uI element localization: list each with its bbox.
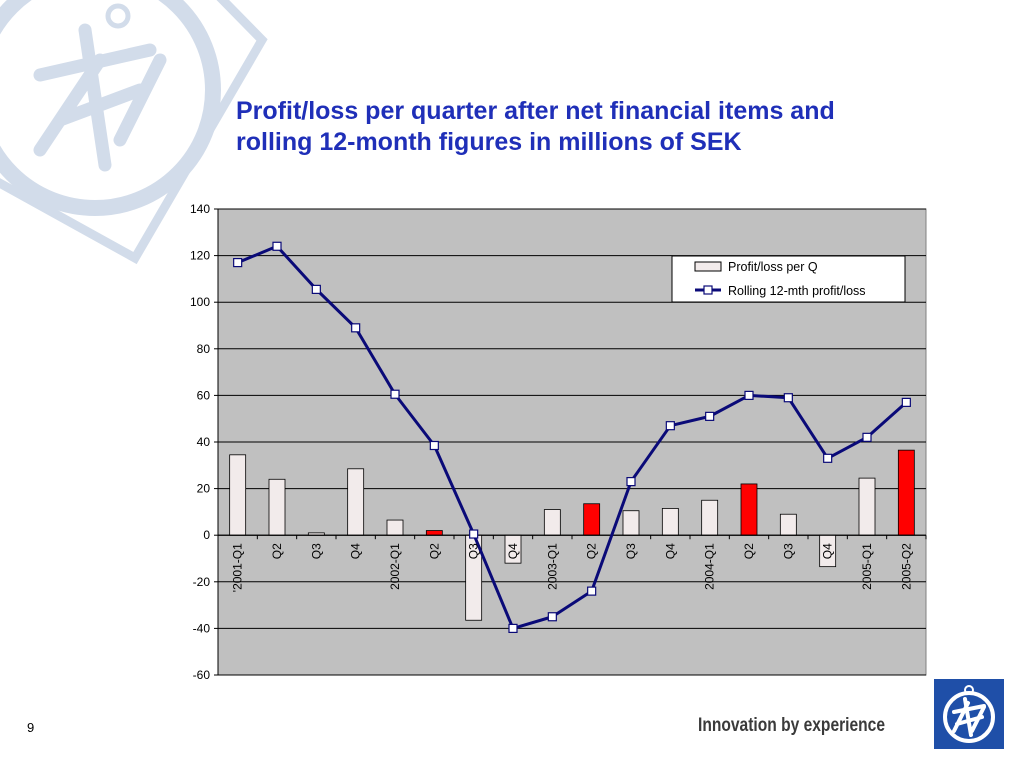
line-point-10 [587,586,597,596]
bar-18 [897,449,915,536]
legend-line-label: Rolling 12-mth profit/loss [728,284,866,298]
bar-15 [779,513,797,536]
y-tick-label: 140 [190,202,210,216]
x-tick-label: '2001-Q1 [231,543,245,592]
y-axis: -60 -40 -20 0 20 40 60 80 100 120 140 [190,202,219,682]
line-point-6 [429,440,439,451]
x-tick-label: Q2 [742,543,756,559]
line-point-5 [390,389,400,399]
title-line-2: rolling 12-month figures in millions of … [236,128,742,156]
x-tick-label: 2005-Q2 [899,543,913,590]
y-tick-label: 40 [197,435,211,449]
x-tick-label: 2003-Q1 [545,543,559,590]
bar-12 [661,508,679,536]
company-tagline: Innovation by experience [698,715,886,736]
bar-11 [622,510,640,536]
bar-1 [229,454,247,536]
line-point-4 [351,323,361,333]
bar-9 [543,509,561,536]
line-point-16 [823,453,833,463]
line-point-11 [626,477,636,487]
bar-series [229,449,915,621]
page-number: 9 [27,720,35,735]
line-point-8 [508,623,518,634]
title-line-1: Profit/loss per quarter after net financ… [236,97,835,125]
x-tick-label: Q2 [270,543,284,559]
y-tick-label: 120 [190,249,210,263]
bar-13 [701,499,719,536]
line-point-17 [862,432,872,442]
rolling-line [237,244,908,630]
legend-line-marker [703,285,713,295]
page-title: Profit/loss per quarter after net financ… [236,96,956,158]
bar-6 [425,530,443,536]
line-point-13 [705,411,715,421]
x-tick-label: Q3 [467,543,481,559]
company-logo [934,679,1004,749]
line-point-14 [744,390,754,400]
bar-14 [740,483,758,536]
x-tick-label: Q4 [663,543,677,559]
bar-2 [268,478,286,536]
bar-4 [347,468,365,536]
line-point-1 [233,257,243,268]
x-tick-label: Q4 [506,543,520,559]
y-tick-label: -40 [193,621,211,635]
line-series [233,241,911,634]
bar-10 [583,503,601,536]
x-tick-label: Q3 [624,543,638,559]
y-tick-label: 80 [197,342,211,356]
bar-5 [386,519,404,536]
x-tick-label: Q3 [309,543,323,559]
legend-bar-swatch [694,261,722,272]
legend-bar-label: Profit/loss per Q [728,260,818,274]
chart-legend: Profit/loss per Q Rolling 12-mth profit/… [671,255,906,303]
x-tick-label: 2002-Q1 [388,543,402,590]
x-tick-label: Q3 [781,543,795,559]
line-point-2 [272,241,282,251]
line-point-3 [311,284,321,294]
line-point-12 [665,421,675,431]
line-point-7 [469,529,479,539]
line-point-15 [783,393,793,403]
line-point-18 [901,397,911,407]
y-tick-label: 20 [197,482,211,496]
line-point-9 [547,612,557,622]
watermark-logo [0,0,268,265]
x-tick-label: 2005-Q1 [860,543,874,590]
x-tick-label: 2004-Q1 [703,543,717,590]
x-tick-label: Q4 [349,543,363,559]
y-tick-label: 100 [190,295,210,309]
y-tick-label: -60 [193,668,211,682]
y-tick-label: 0 [203,528,210,542]
x-tick-label: Q2 [585,543,599,559]
y-tick-label: -20 [193,575,211,589]
y-tick-label: 60 [197,388,211,402]
x-tick-label: Q2 [427,543,441,559]
x-axis: '2001-Q1 Q2 Q3 Q4 2002-Q1 Q2 Q3 Q4 2003-Q1 Q2 Q3 Q4… [231,543,914,592]
bar-17 [858,477,876,536]
x-tick-label: Q4 [821,543,835,559]
